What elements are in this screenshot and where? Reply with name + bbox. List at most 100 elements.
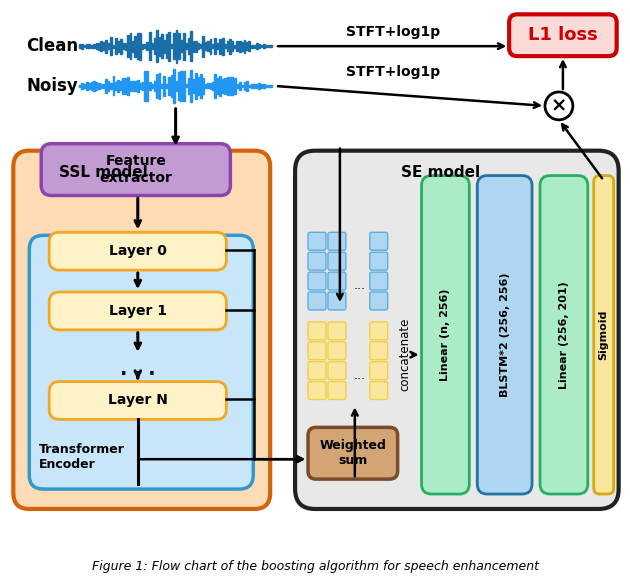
Bar [122,77,124,94]
Bar [207,42,209,51]
Bar [130,81,131,91]
Bar [130,33,131,60]
FancyBboxPatch shape [370,381,387,400]
Bar [108,81,110,91]
Bar [178,72,180,100]
Bar [100,83,102,88]
FancyBboxPatch shape [593,176,614,494]
FancyBboxPatch shape [328,362,346,380]
Bar [217,77,219,94]
Bar [268,85,270,87]
Bar [210,83,212,88]
Bar [156,74,158,98]
Bar [183,33,185,60]
Bar [200,74,202,98]
Bar [241,84,243,87]
Bar [134,36,136,57]
FancyBboxPatch shape [29,235,253,489]
Bar [270,85,272,87]
Bar [86,82,88,90]
Bar [161,34,163,58]
Bar [171,74,173,97]
Bar [212,44,214,48]
FancyBboxPatch shape [509,14,617,56]
Bar [205,84,207,88]
FancyBboxPatch shape [308,427,398,479]
FancyBboxPatch shape [370,292,387,310]
Bar [227,77,229,95]
Bar [185,43,187,49]
Text: ×: × [551,96,567,115]
Bar [239,40,241,52]
Bar [149,82,151,90]
FancyBboxPatch shape [308,322,326,340]
FancyBboxPatch shape [308,272,326,290]
Text: Noisy: Noisy [26,77,78,95]
Bar [222,79,224,93]
Bar [180,71,182,101]
Bar [137,33,139,59]
Bar [110,83,112,88]
FancyBboxPatch shape [328,381,346,400]
Bar [251,84,253,88]
Bar [93,81,95,91]
Bar [246,42,248,50]
FancyBboxPatch shape [308,252,326,270]
FancyBboxPatch shape [370,342,387,360]
Bar [103,84,105,88]
Bar [190,70,192,102]
Bar [115,82,117,90]
FancyBboxPatch shape [41,144,231,196]
Bar [244,40,246,53]
Bar [222,38,224,54]
Bar [236,41,238,52]
Bar [176,29,178,63]
Bar [96,82,98,90]
Bar [83,84,85,88]
Bar [224,79,226,94]
FancyBboxPatch shape [370,362,387,380]
Bar [88,45,90,48]
Bar [197,43,199,49]
Bar [183,70,185,101]
Bar [91,45,93,47]
Bar [202,78,204,94]
FancyBboxPatch shape [308,381,326,400]
Bar [253,45,255,47]
Bar [127,77,129,94]
Bar [270,45,272,47]
FancyBboxPatch shape [328,272,346,290]
Bar [173,69,175,103]
Bar [103,42,105,50]
Bar [195,40,197,52]
Bar [190,32,192,61]
Bar [147,42,148,50]
Bar [251,45,253,48]
Bar [268,45,270,47]
Bar [263,84,265,87]
Bar [142,43,144,49]
Bar [224,44,226,49]
Text: Layer N: Layer N [108,393,168,407]
Bar [159,73,161,99]
FancyBboxPatch shape [308,292,326,310]
Bar [193,79,195,93]
FancyBboxPatch shape [328,342,346,360]
Text: BLSTM*2 (256, 256): BLSTM*2 (256, 256) [500,272,510,397]
Bar [234,79,236,94]
Bar [132,81,134,91]
Bar [159,36,161,56]
Bar [173,33,175,59]
Bar [81,83,83,89]
Bar [108,43,110,49]
Text: L1 loss: L1 loss [528,26,598,44]
Bar [236,84,238,88]
Bar [227,41,229,52]
Bar [195,73,197,99]
Bar [120,81,122,90]
Bar [166,34,168,58]
Bar [205,42,207,50]
Bar [154,39,156,54]
Bar [253,84,255,88]
Bar [180,40,182,52]
